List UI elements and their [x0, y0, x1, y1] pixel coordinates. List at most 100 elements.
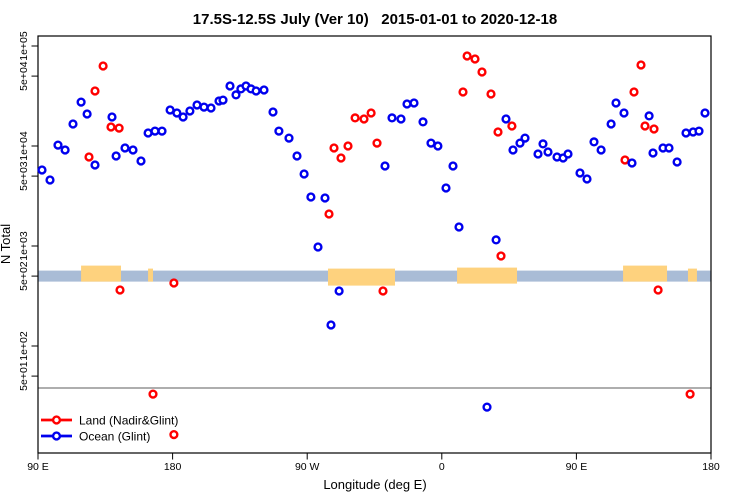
ocean-data-point — [107, 112, 117, 122]
ocean-data-point — [664, 143, 674, 153]
ocean-data-point — [274, 126, 284, 136]
land-band-segment — [457, 267, 518, 284]
land-data-point — [620, 155, 630, 165]
ocean-data-point — [284, 133, 294, 143]
x-tick-label: 90 W — [295, 461, 320, 473]
y-tick-label: 5e+03 — [18, 161, 30, 191]
x-tick-label: 180 — [702, 461, 720, 473]
legend-label-ocean: Ocean (Glint) — [79, 430, 150, 444]
ocean-data-point — [128, 145, 138, 155]
y-axis-title: N Total — [0, 224, 13, 264]
ocean-data-point — [82, 109, 92, 119]
land-band-segment — [148, 268, 154, 282]
ocean-data-point — [178, 112, 188, 122]
land-data-point — [458, 87, 468, 97]
land-data-point — [90, 86, 100, 96]
ocean-data-point — [575, 168, 585, 178]
ocean-data-point — [206, 103, 216, 113]
ocean-data-point — [611, 98, 621, 108]
land-data-point — [477, 67, 487, 77]
land-data-point — [496, 251, 506, 261]
ocean-data-point — [53, 140, 63, 150]
land-data-point — [84, 152, 94, 162]
land-data-point — [169, 430, 179, 440]
land-data-point — [343, 141, 353, 151]
land-data-point — [640, 121, 650, 131]
ocean-data-point — [313, 242, 323, 252]
x-tick-label: 90 E — [566, 461, 588, 473]
ocean-data-point — [515, 138, 525, 148]
y-tick-label: 1e+05 — [18, 31, 30, 61]
land-data-point — [653, 285, 663, 295]
data-points-layer — [37, 51, 710, 440]
ocean-data-point — [199, 102, 209, 112]
ocean-data-point — [320, 193, 330, 203]
land-data-point — [685, 389, 695, 399]
ocean-data-point — [60, 145, 70, 155]
ocean-data-point — [482, 402, 492, 412]
ocean-data-point — [292, 151, 302, 161]
y-tick-label: 1e+03 — [18, 231, 30, 261]
ocean-data-point — [627, 158, 637, 168]
land-data-point — [462, 51, 472, 61]
ocean-data-point — [402, 99, 412, 109]
ocean-data-point — [596, 145, 606, 155]
ocean-data-point — [68, 119, 78, 129]
ocean-data-point — [396, 114, 406, 124]
ocean-data-point — [694, 126, 704, 136]
land-data-point — [114, 123, 124, 133]
ocean-data-point — [251, 86, 261, 96]
ocean-data-point — [76, 97, 86, 107]
ocean-data-point — [589, 137, 599, 147]
y-tick-label: 5e+02 — [18, 261, 30, 291]
ocean-data-point — [192, 100, 202, 110]
land-data-point — [98, 61, 108, 71]
ocean-data-point — [508, 145, 518, 155]
land-data-point — [366, 108, 376, 118]
land-data-point — [493, 127, 503, 137]
ocean-data-point — [538, 139, 548, 149]
ocean-data-point — [120, 143, 130, 153]
ocean-data-point — [672, 157, 682, 167]
land-band-segment — [623, 265, 668, 282]
ocean-data-point — [334, 286, 344, 296]
legend-label-land: Land (Nadir&Glint) — [79, 414, 178, 428]
land-data-point — [169, 278, 179, 288]
legend-circle-marker — [51, 431, 62, 441]
chart-title: 17.5S-12.5S July (Ver 10) 2015-01-01 to … — [192, 11, 558, 28]
ocean-data-point — [606, 119, 616, 129]
land-data-point — [359, 114, 369, 124]
ocean-data-point — [299, 169, 309, 179]
y-tick-label: 5e+01 — [18, 361, 30, 391]
ocean-data-point — [543, 147, 553, 157]
y-tick-label: 1e+02 — [18, 331, 30, 361]
ocean-data-point — [225, 81, 235, 91]
surface-band-layer — [38, 265, 711, 286]
ocean-data-point — [231, 90, 241, 100]
ocean-data-point — [90, 160, 100, 170]
ocean-data-point — [268, 107, 278, 117]
ocean-data-point — [37, 165, 47, 175]
ocean-data-point — [409, 98, 419, 108]
ocean-data-point — [619, 108, 629, 118]
ocean-data-point — [454, 222, 464, 232]
ocean-data-point — [433, 141, 443, 151]
ocean-data-point — [150, 126, 160, 136]
land-data-point — [336, 153, 346, 163]
ocean-data-point — [380, 161, 390, 171]
x-tick-label: 0 — [439, 461, 445, 473]
ocean-data-point — [306, 192, 316, 202]
land-data-point — [486, 89, 496, 99]
land-data-point — [372, 138, 382, 148]
ocean-data-point — [700, 108, 710, 118]
ocean-data-point — [111, 151, 121, 161]
ocean-data-point — [582, 174, 592, 184]
ocean-data-point — [136, 156, 146, 166]
land-data-point — [115, 285, 125, 295]
land-data-point — [378, 286, 388, 296]
ocean-data-point — [45, 175, 55, 185]
x-tick-label: 90 E — [27, 461, 49, 473]
